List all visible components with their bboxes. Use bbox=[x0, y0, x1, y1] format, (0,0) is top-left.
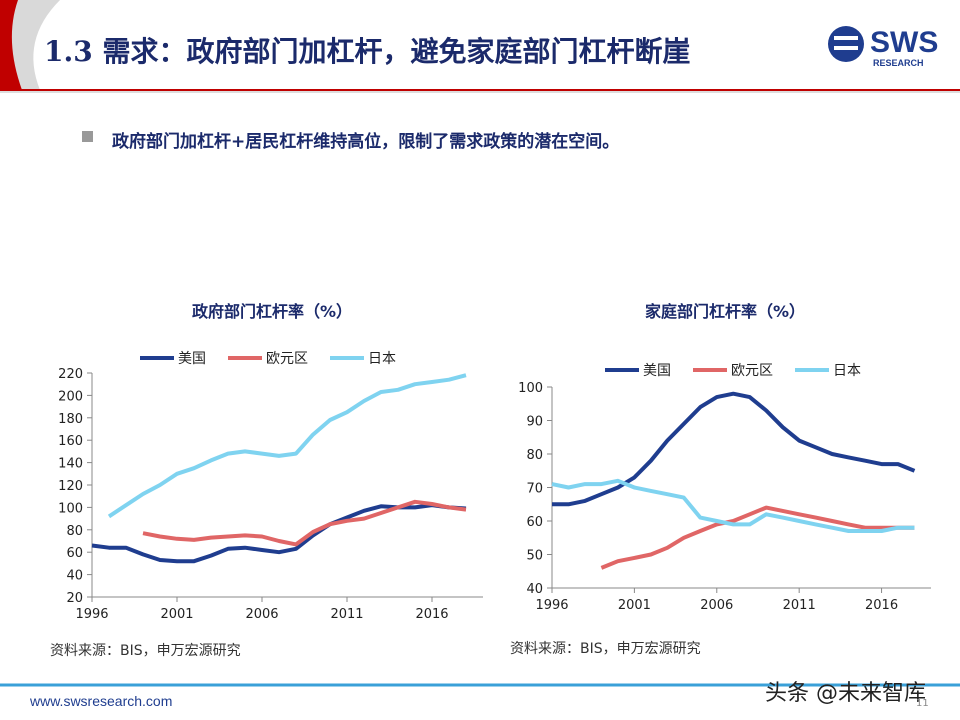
y-tick-label: 120 bbox=[58, 479, 83, 494]
legend-label: 日本 bbox=[368, 351, 396, 367]
x-tick-label: 2001 bbox=[160, 607, 193, 622]
x-tick-label: 2016 bbox=[415, 607, 448, 622]
legend-label: 欧元区 bbox=[731, 363, 773, 379]
data-line bbox=[107, 373, 467, 519]
logo-stripe bbox=[834, 46, 858, 50]
chart-title: 政府部门杠杆率（%） bbox=[192, 302, 352, 321]
x-tick-label: 2011 bbox=[330, 607, 363, 622]
y-tick-label: 50 bbox=[526, 549, 543, 564]
y-tick-label: 80 bbox=[526, 448, 543, 463]
legend-label: 欧元区 bbox=[266, 351, 308, 367]
logo-mark bbox=[828, 26, 864, 62]
x-tick-label: 1996 bbox=[535, 598, 568, 613]
data-line bbox=[600, 505, 915, 570]
y-tick-label: 40 bbox=[66, 569, 83, 584]
y-tick-label: 60 bbox=[66, 546, 83, 561]
y-tick-label: 220 bbox=[58, 367, 83, 382]
chart-source: 资料来源：BIS，申万宏源研究 bbox=[510, 641, 701, 657]
legend-label: 美国 bbox=[178, 351, 206, 367]
y-tick-label: 200 bbox=[58, 389, 83, 404]
y-tick-label: 90 bbox=[526, 415, 543, 430]
slide-title: 1.3 需求：政府部门加杠杆，避免家庭部门杠杆断崖 bbox=[44, 35, 691, 68]
footer-url: www.swsresearch.com bbox=[30, 693, 173, 709]
y-tick-label: 100 bbox=[518, 381, 543, 396]
logo-stripe bbox=[834, 36, 858, 40]
y-tick-label: 140 bbox=[58, 457, 83, 472]
y-tick-label: 100 bbox=[58, 501, 83, 516]
chart-title: 家庭部门杠杆率（%） bbox=[645, 302, 805, 321]
y-tick-label: 160 bbox=[58, 434, 83, 449]
x-tick-label: 2006 bbox=[700, 598, 733, 613]
data-line bbox=[552, 391, 916, 507]
legend-label: 美国 bbox=[643, 363, 671, 379]
x-tick-label: 2016 bbox=[865, 598, 898, 613]
logo-subtext: RESEARCH bbox=[873, 58, 924, 68]
data-line bbox=[551, 478, 915, 533]
y-tick-label: 40 bbox=[526, 582, 543, 597]
bullet-square bbox=[82, 131, 93, 142]
x-tick-label: 2001 bbox=[618, 598, 651, 613]
y-tick-label: 20 bbox=[66, 591, 83, 606]
y-tick-label: 60 bbox=[526, 515, 543, 530]
y-tick-label: 80 bbox=[66, 524, 83, 539]
data-line bbox=[142, 499, 467, 547]
bullet-text: 政府部门加杠杆+居民杠杆维持高位，限制了需求政策的潜在空间。 bbox=[112, 132, 620, 152]
x-tick-label: 2006 bbox=[245, 607, 278, 622]
x-tick-label: 2011 bbox=[783, 598, 816, 613]
logo-text: SWS bbox=[870, 26, 939, 59]
legend-label: 日本 bbox=[833, 363, 861, 379]
watermark: 头条 @未来智库 bbox=[765, 681, 926, 706]
corner-accent bbox=[0, 0, 22, 90]
x-tick-label: 1996 bbox=[75, 607, 108, 622]
y-tick-label: 70 bbox=[526, 482, 543, 497]
chart-source: 资料来源：BIS，申万宏源研究 bbox=[50, 643, 241, 659]
y-tick-label: 180 bbox=[58, 412, 83, 427]
page-number: 11 bbox=[916, 698, 929, 709]
